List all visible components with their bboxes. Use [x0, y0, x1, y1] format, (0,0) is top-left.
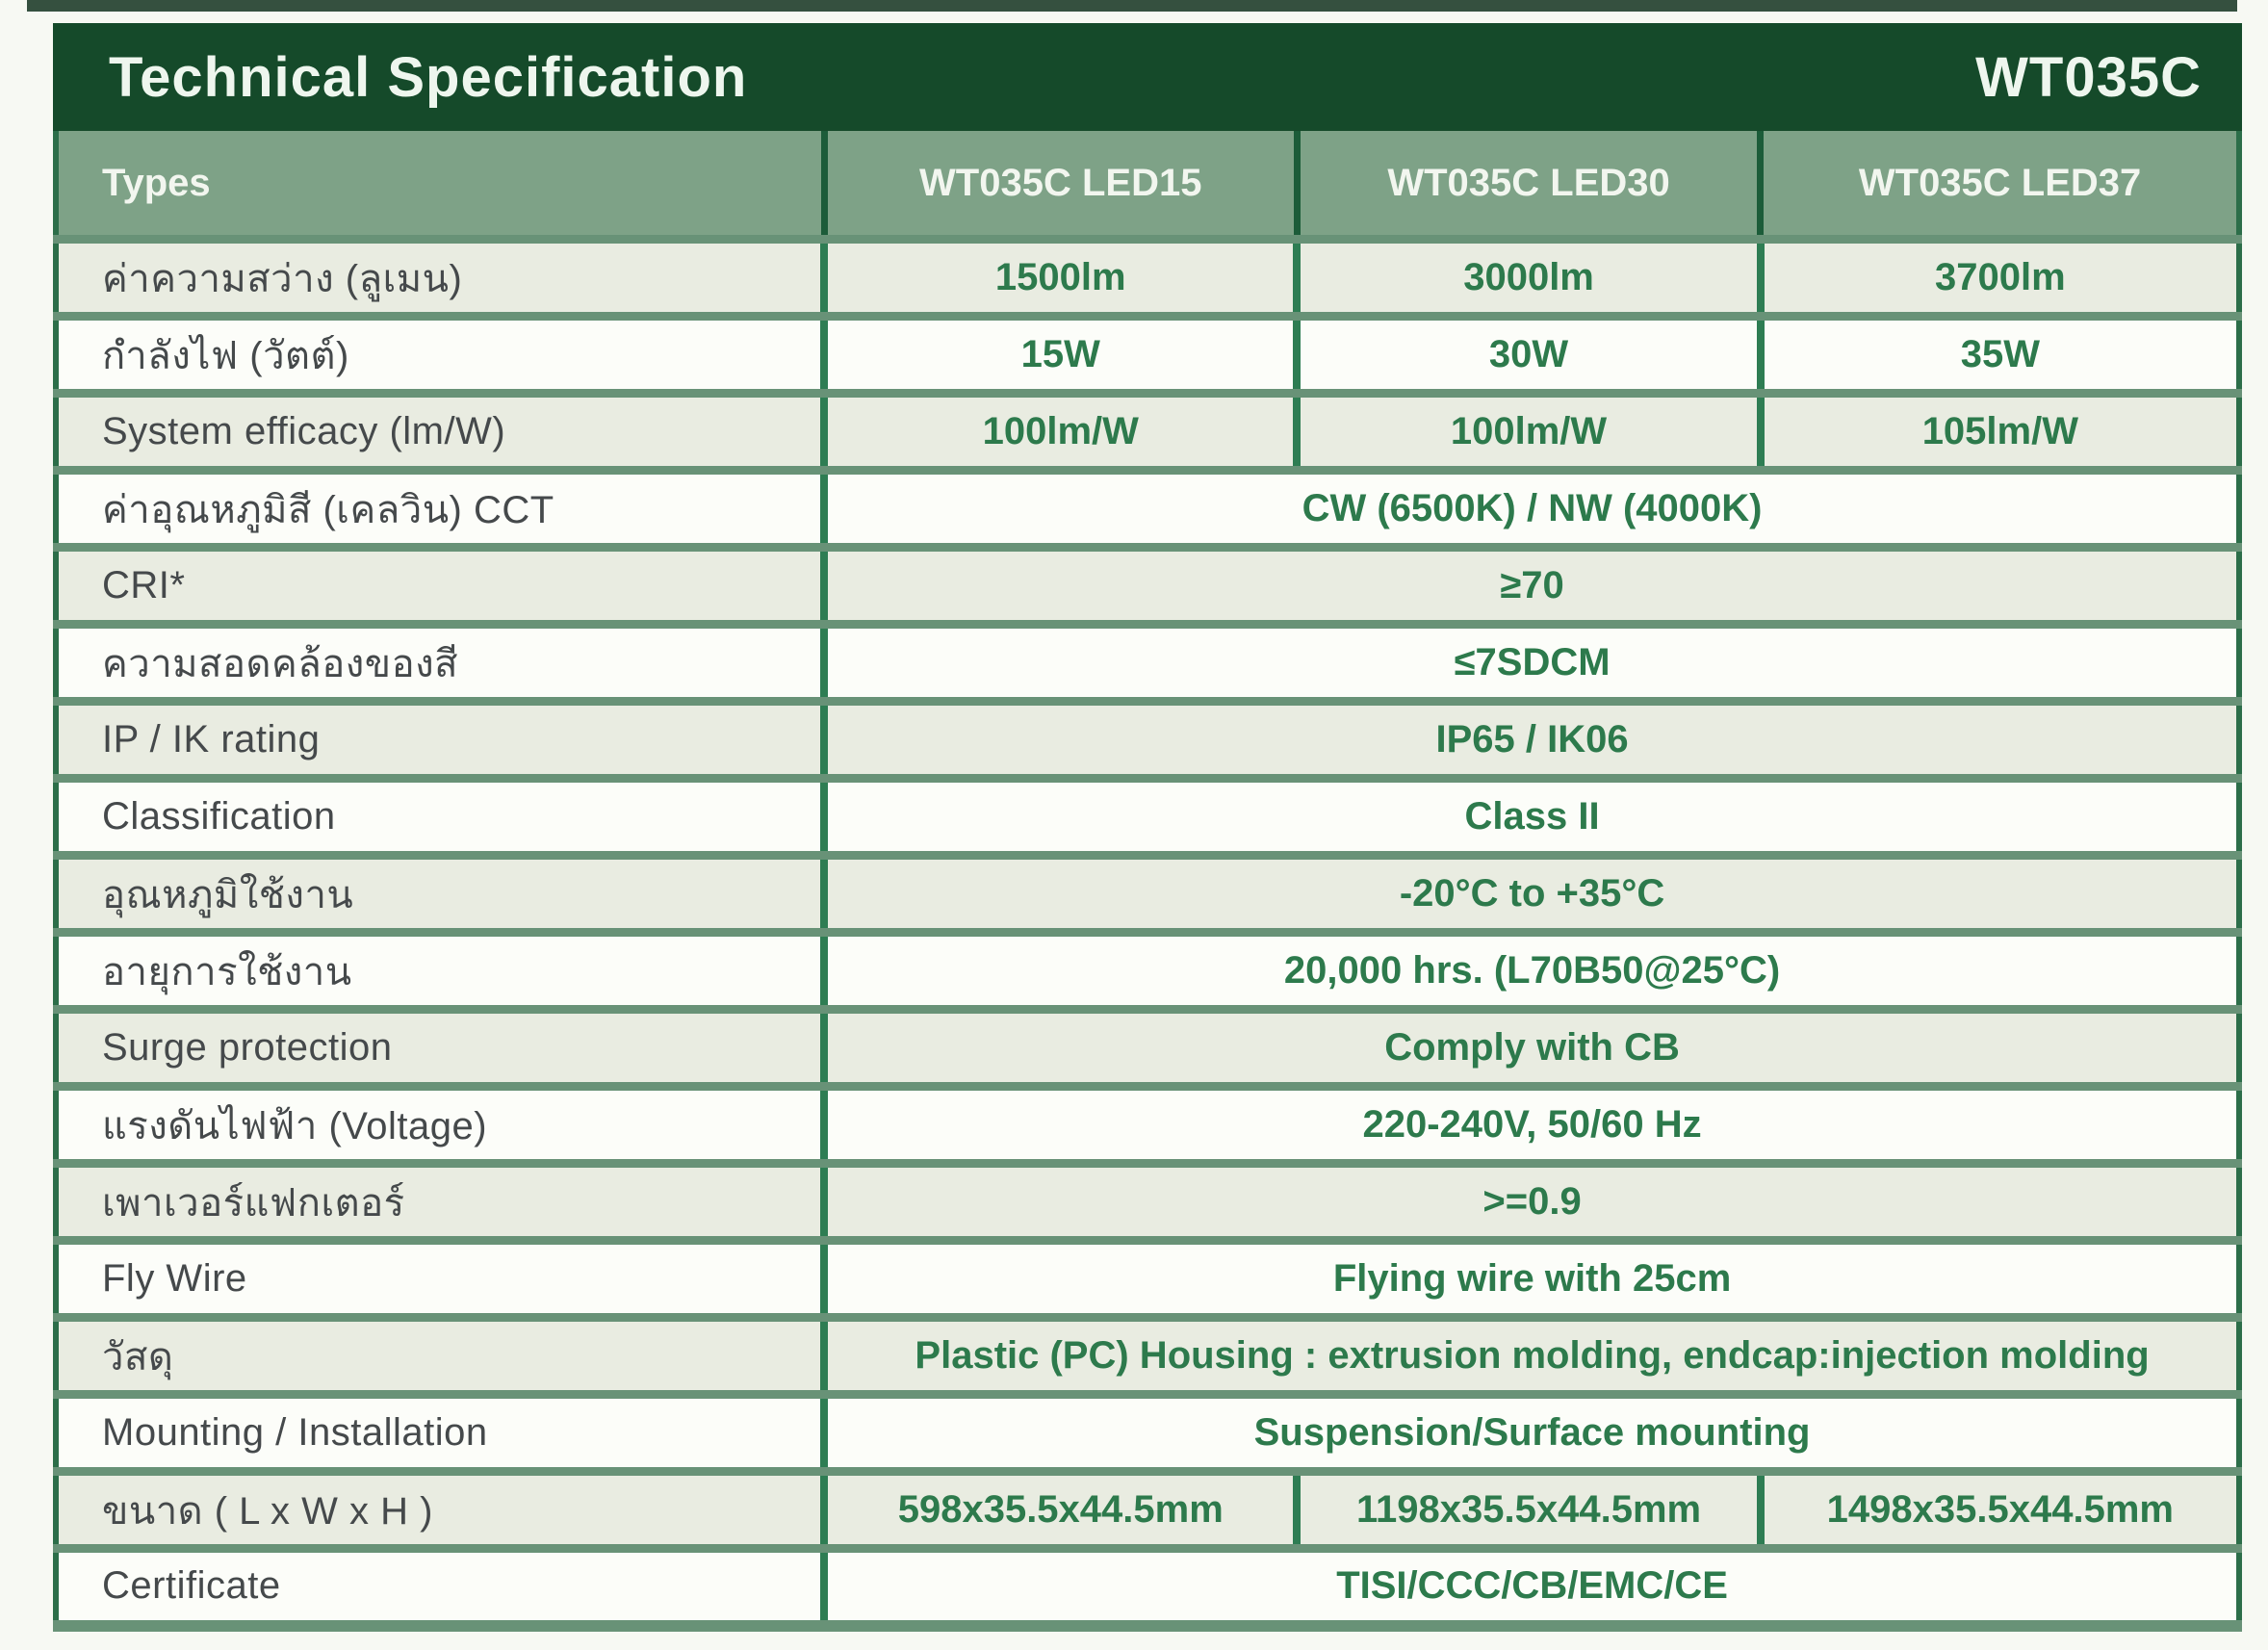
row-value-spanning: CW (6500K) / NW (4000K) — [820, 470, 2239, 548]
row-label: CRI* — [102, 564, 186, 606]
table-row: System efficacy (lm/W) 100lm/W 100lm/W 105l… — [56, 393, 2239, 471]
row-value-cell: 3700lm — [1756, 239, 2239, 317]
column-header-led37: WT035C LED37 — [1757, 131, 2239, 240]
table-row: ขนาด ( L x W x H ) 598x35.5x44.5mm 1198x35… — [56, 1471, 2239, 1549]
model-code: WT035C — [1975, 45, 2202, 109]
table-row: เพาเวอร์แฟกเตอร์ >=0.9 — [56, 1163, 2239, 1241]
row-value-spanning: 220-240V, 50/60 Hz — [820, 1086, 2239, 1164]
row-value-spanning: Suspension/Surface mounting — [820, 1394, 2239, 1472]
row-value-cell: 1498x35.5x44.5mm — [1756, 1471, 2239, 1549]
row-label: Classification — [102, 795, 336, 838]
row-value-cell: 100lm/W — [1293, 393, 1761, 471]
row-value-cell: 100lm/W — [820, 393, 1298, 471]
table-row: Certificate TISI/CCC/CB/EMC/CE — [56, 1548, 2239, 1626]
top-edge-strip — [27, 0, 2237, 12]
row-label: IP / IK rating — [102, 718, 321, 761]
column-header-led30: WT035C LED30 — [1293, 131, 1761, 240]
title-bar: Technical Specification WT035C — [53, 23, 2242, 131]
row-value-cell: 3000lm — [1293, 239, 1761, 317]
row-value-spanning: Flying wire with 25cm — [820, 1240, 2239, 1318]
row-value-cell: 1198x35.5x44.5mm — [1293, 1471, 1761, 1549]
table-row: อายุการใช้งาน 20,000 hrs. (L70B50@25°C) — [56, 932, 2239, 1010]
row-label: Certificate — [102, 1564, 281, 1608]
row-value-cell: 1500lm — [820, 239, 1298, 317]
row-label: แรงดันไฟฟ้า (Voltage) — [102, 1104, 488, 1147]
row-label: Surge protection — [102, 1026, 393, 1069]
row-value-cell: 35W — [1756, 316, 2239, 394]
row-label: ความสอดคล้องของสี — [102, 642, 459, 685]
table-row: กำลังไฟ (วัตต์) 15W 30W 35W — [56, 316, 2239, 394]
row-value-cell: 30W — [1293, 316, 1761, 394]
row-label: Fly Wire — [102, 1257, 247, 1300]
table-row: อุณหภูมิใช้งาน -20°C to +35°C — [56, 855, 2239, 933]
row-value-spanning: 20,000 hrs. (L70B50@25°C) — [820, 932, 2239, 1010]
table-row: วัสดุ Plastic (PC) Housing : extrusion mo… — [56, 1317, 2239, 1395]
row-value-spanning: ≥70 — [820, 547, 2239, 625]
table-row: ค่าอุณหภูมิสี (เคลวิน) CCT CW (6500K) / N… — [56, 470, 2239, 548]
row-label: System efficacy (lm/W) — [102, 410, 506, 452]
row-value-spanning: TISI/CCC/CB/EMC/CE — [820, 1548, 2239, 1626]
table-row: Surge protection Comply with CB — [56, 1009, 2239, 1087]
table-row: Classification Class II — [56, 778, 2239, 856]
row-value-cell: 15W — [820, 316, 1298, 394]
table-row: แรงดันไฟฟ้า (Voltage) 220-240V, 50/60 Hz — [56, 1086, 2239, 1164]
column-header-led15: WT035C LED15 — [820, 131, 1298, 240]
row-label: ค่าความสว่าง (ลูเมน) — [102, 257, 463, 300]
table-row: ความสอดคล้องของสี ≤7SDCM — [56, 624, 2239, 702]
table-row: Fly Wire Flying wire with 25cm — [56, 1240, 2239, 1318]
row-value-spanning: ≤7SDCM — [820, 624, 2239, 702]
row-value-spanning: Comply with CB — [820, 1009, 2239, 1087]
technical-specification-table: Technical Specification WT035C Types WT0… — [53, 23, 2242, 1632]
row-label: ขนาด ( L x W x H ) — [102, 1489, 433, 1533]
table-row: CRI* ≥70 — [56, 547, 2239, 625]
row-label: ค่าอุณหภูมิสี (เคลวิน) CCT — [102, 488, 554, 531]
table-row: ค่าความสว่าง (ลูเมน) 1500lm 3000lm 3700lm — [56, 239, 2239, 317]
row-label: วัสดุ — [102, 1335, 174, 1379]
row-label: เพาเวอร์แฟกเตอร์ — [102, 1181, 405, 1225]
column-header-types: Types — [56, 131, 825, 240]
row-value-cell: 598x35.5x44.5mm — [820, 1471, 1298, 1549]
header-row: Types WT035C LED15 WT035C LED30 WT035C L… — [56, 131, 2239, 240]
row-value-spanning: Class II — [820, 778, 2239, 856]
table-row: Mounting / Installation Suspension/Surfac… — [56, 1394, 2239, 1472]
table-row: IP / IK rating IP65 / IK06 — [56, 701, 2239, 779]
row-label: กำลังไฟ (วัตต์) — [102, 334, 349, 377]
row-label: อุณหภูมิใช้งาน — [102, 873, 354, 916]
row-value-cell: 105lm/W — [1756, 393, 2239, 471]
page-title: Technical Specification — [109, 45, 748, 109]
row-value-spanning: -20°C to +35°C — [820, 855, 2239, 933]
row-value-spanning: Plastic (PC) Housing : extrusion molding… — [820, 1317, 2239, 1395]
row-label: Mounting / Installation — [102, 1411, 488, 1454]
row-value-spanning: IP65 / IK06 — [820, 701, 2239, 779]
row-value-spanning: >=0.9 — [820, 1163, 2239, 1241]
spec-grid: Types WT035C LED15 WT035C LED30 WT035C L… — [53, 131, 2242, 1632]
row-label: อายุการใช้งาน — [102, 950, 352, 993]
